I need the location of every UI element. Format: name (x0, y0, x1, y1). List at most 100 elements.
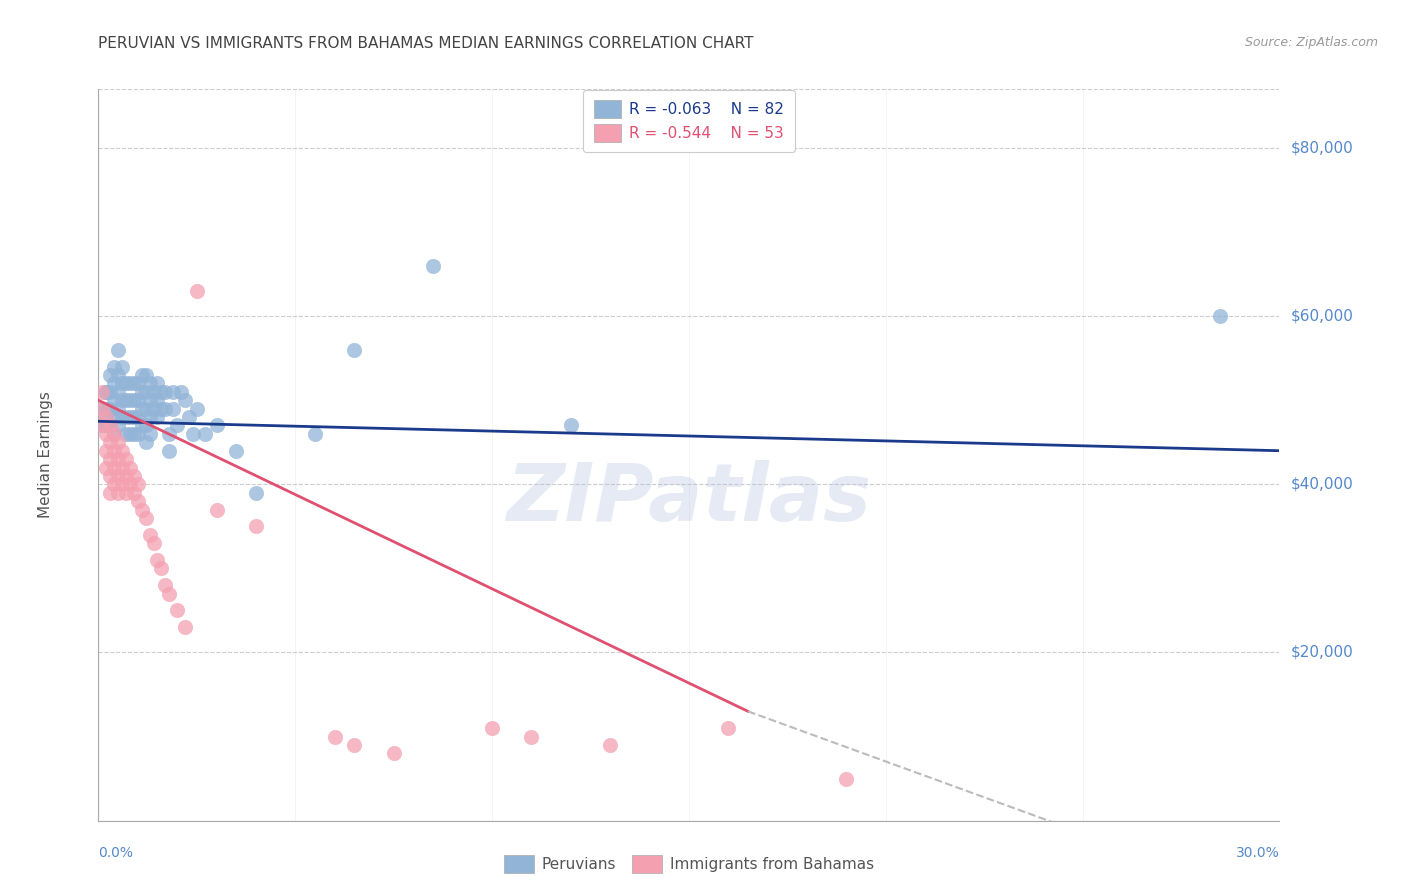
Point (122, 393, 145, 408)
Point (157, 426, 180, 441)
Point (107, 368, 129, 382)
Point (111, 443, 134, 458)
Point (98, 435, 121, 450)
Point (96, 443, 118, 458)
Point (186, 401, 208, 416)
Point (122, 485, 145, 500)
Text: $40,000: $40,000 (1291, 477, 1354, 491)
Point (98, 418, 121, 433)
Point (91, 418, 114, 433)
Point (115, 426, 138, 441)
Point (835, 772, 858, 786)
Point (181, 426, 204, 441)
Point (127, 477, 149, 491)
Point (131, 384, 153, 399)
Point (91, 401, 114, 416)
Text: $60,000: $60,000 (1291, 309, 1354, 324)
Point (91, 384, 114, 399)
Point (146, 376, 169, 391)
Point (150, 384, 173, 399)
Point (323, 730, 346, 744)
Point (131, 368, 153, 382)
Point (111, 376, 134, 391)
Text: 30.0%: 30.0% (1236, 846, 1279, 860)
Point (135, 368, 157, 382)
Point (186, 284, 208, 298)
Point (115, 485, 138, 500)
Point (155, 384, 177, 399)
Point (115, 469, 138, 483)
Text: Source: ZipAtlas.com: Source: ZipAtlas.com (1244, 36, 1378, 49)
Point (98, 485, 121, 500)
Point (520, 730, 543, 744)
Point (96, 384, 118, 399)
Point (245, 485, 267, 500)
Point (127, 376, 149, 391)
Point (98, 418, 121, 433)
Point (155, 578, 177, 592)
Text: PERUVIAN VS IMMIGRANTS FROM BAHAMAS MEDIAN EARNINGS CORRELATION CHART: PERUVIAN VS IMMIGRANTS FROM BAHAMAS MEDI… (98, 36, 754, 51)
Point (115, 393, 138, 408)
Point (205, 502, 228, 516)
Point (146, 410, 169, 425)
Point (343, 343, 366, 357)
Point (560, 418, 582, 433)
Text: 0.0%: 0.0% (98, 846, 134, 860)
Point (103, 460, 125, 475)
Point (96, 460, 118, 475)
Point (103, 393, 125, 408)
Point (98, 469, 121, 483)
Point (146, 553, 169, 567)
Point (122, 376, 145, 391)
Point (131, 418, 153, 433)
Point (127, 426, 149, 441)
Point (135, 401, 157, 416)
Point (138, 376, 160, 391)
Point (225, 443, 247, 458)
Point (166, 603, 188, 617)
Point (96, 401, 118, 416)
Point (135, 435, 157, 450)
Point (127, 393, 149, 408)
Point (107, 452, 129, 467)
Point (157, 587, 180, 601)
Point (91, 401, 114, 416)
Point (103, 477, 125, 491)
Point (717, 721, 740, 735)
Point (422, 259, 444, 273)
Point (177, 410, 200, 425)
Point (96, 418, 118, 433)
Point (115, 376, 138, 391)
Point (205, 418, 228, 433)
Point (150, 401, 173, 416)
Point (107, 418, 129, 433)
Point (1209, 309, 1232, 323)
Point (118, 376, 141, 391)
Point (194, 426, 217, 441)
Point (107, 401, 129, 416)
Point (103, 359, 125, 374)
Text: ZIPatlas: ZIPatlas (506, 459, 872, 538)
Point (343, 738, 366, 752)
Point (103, 410, 125, 425)
Text: $20,000: $20,000 (1291, 645, 1354, 660)
Point (142, 384, 165, 399)
Point (98, 368, 121, 382)
Point (135, 384, 157, 399)
Point (142, 536, 165, 550)
Point (118, 460, 141, 475)
Point (157, 443, 180, 458)
Point (111, 410, 134, 425)
Point (382, 747, 405, 761)
Point (174, 620, 197, 634)
Point (166, 418, 188, 433)
Point (138, 410, 160, 425)
Point (111, 393, 134, 408)
Point (98, 452, 121, 467)
Point (118, 410, 141, 425)
Point (135, 511, 157, 525)
Point (127, 494, 149, 508)
Point (146, 393, 169, 408)
Point (155, 401, 177, 416)
Point (98, 384, 121, 399)
